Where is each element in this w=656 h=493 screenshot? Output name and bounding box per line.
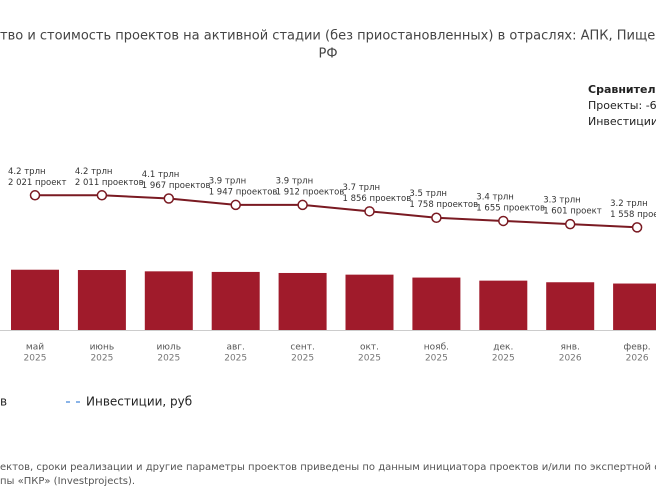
x-tick-label: нояб.: [424, 343, 449, 353]
data-label: 2 011 проектов: [75, 178, 144, 188]
data-label: 3.4 трлн: [476, 192, 514, 202]
legend-label: Инвестиции, руб: [86, 395, 192, 409]
comparison-title: Сравнительн: [588, 83, 656, 96]
data-label: 3.9 трлн: [276, 176, 314, 186]
data-label: 3.3 трлн: [543, 196, 581, 206]
bar: [613, 283, 656, 330]
x-tick-label: 2026: [559, 354, 582, 364]
bar: [77, 270, 126, 330]
chart-title: тво и стоимость проектов на активной ста…: [0, 29, 656, 44]
point: [564, 218, 576, 230]
x-tick-label: сент.: [290, 343, 314, 353]
x-tick-label: июнь: [90, 343, 115, 353]
data-label: 1 912 проектов: [276, 187, 345, 197]
point: [431, 212, 442, 223]
x-tick-label: 2025: [425, 354, 448, 364]
x-tick-label: авг.: [226, 343, 244, 353]
data-label: 3.2 трлн: [610, 199, 648, 209]
x-tick-label: дек.: [493, 343, 513, 353]
x-tick-label: янв.: [560, 343, 579, 353]
x-tick-label: 2025: [224, 354, 247, 364]
legend-label: в: [0, 395, 7, 409]
comparison-line: Проекты: -63: [588, 99, 656, 112]
x-tick-label: 2025: [90, 354, 113, 364]
data-label: 1 856 проектов: [343, 194, 412, 204]
point: [29, 190, 41, 201]
point: [230, 199, 241, 211]
data-label: 4.1 трлн: [142, 170, 180, 180]
data-label: 2 021 проект: [8, 178, 67, 188]
data-label: 1 655 проектов: [476, 203, 545, 213]
bar: [412, 277, 461, 330]
bar: [479, 280, 528, 330]
bar: [278, 272, 327, 330]
x-tick-label: 2025: [157, 354, 180, 364]
x-tick-label: 2026: [626, 354, 649, 364]
bar: [11, 269, 59, 330]
line: [35, 194, 638, 229]
data-label: 1 947 проектов: [209, 187, 278, 197]
bar: [546, 282, 595, 330]
x-tick-label: 2025: [492, 354, 515, 364]
data-label: 4.2 трлн: [8, 167, 46, 177]
point: [498, 215, 509, 227]
x-tick-label: февр.: [624, 343, 651, 353]
data-label: 1 967 проектов: [142, 181, 211, 191]
bar: [211, 271, 260, 330]
comparison-line: Инвестиции:: [588, 115, 656, 128]
footnote: ектов, сроки реализации и другие парамет…: [0, 462, 656, 473]
data-label: 3.5 трлн: [409, 189, 447, 199]
data-label: 1 601 проект: [543, 207, 602, 217]
data-label: 1 758 проектов: [409, 200, 478, 210]
x-tick-label: май: [26, 343, 44, 353]
data-label: 4.2 трлн: [75, 167, 113, 177]
data-label: 1 558 проектов: [610, 210, 656, 220]
x-tick-label: 2025: [358, 354, 381, 364]
bar: [345, 274, 394, 330]
point: [96, 190, 108, 201]
x-tick-label: окт.: [360, 343, 379, 353]
data-label: 3.9 трлн: [209, 176, 247, 186]
x-tick-label: 2025: [291, 354, 314, 364]
x-tick-label: 2025: [24, 354, 47, 364]
chart-subtitle: РФ: [318, 47, 337, 62]
point: [631, 222, 643, 233]
point: [163, 193, 175, 204]
point: [364, 206, 375, 217]
footnote: пы «ПКР» (Investprojects).: [0, 476, 135, 487]
x-tick-label: июль: [157, 343, 181, 353]
data-label: 3.7 трлн: [343, 183, 381, 193]
bar: [144, 271, 193, 330]
point: [297, 199, 308, 211]
